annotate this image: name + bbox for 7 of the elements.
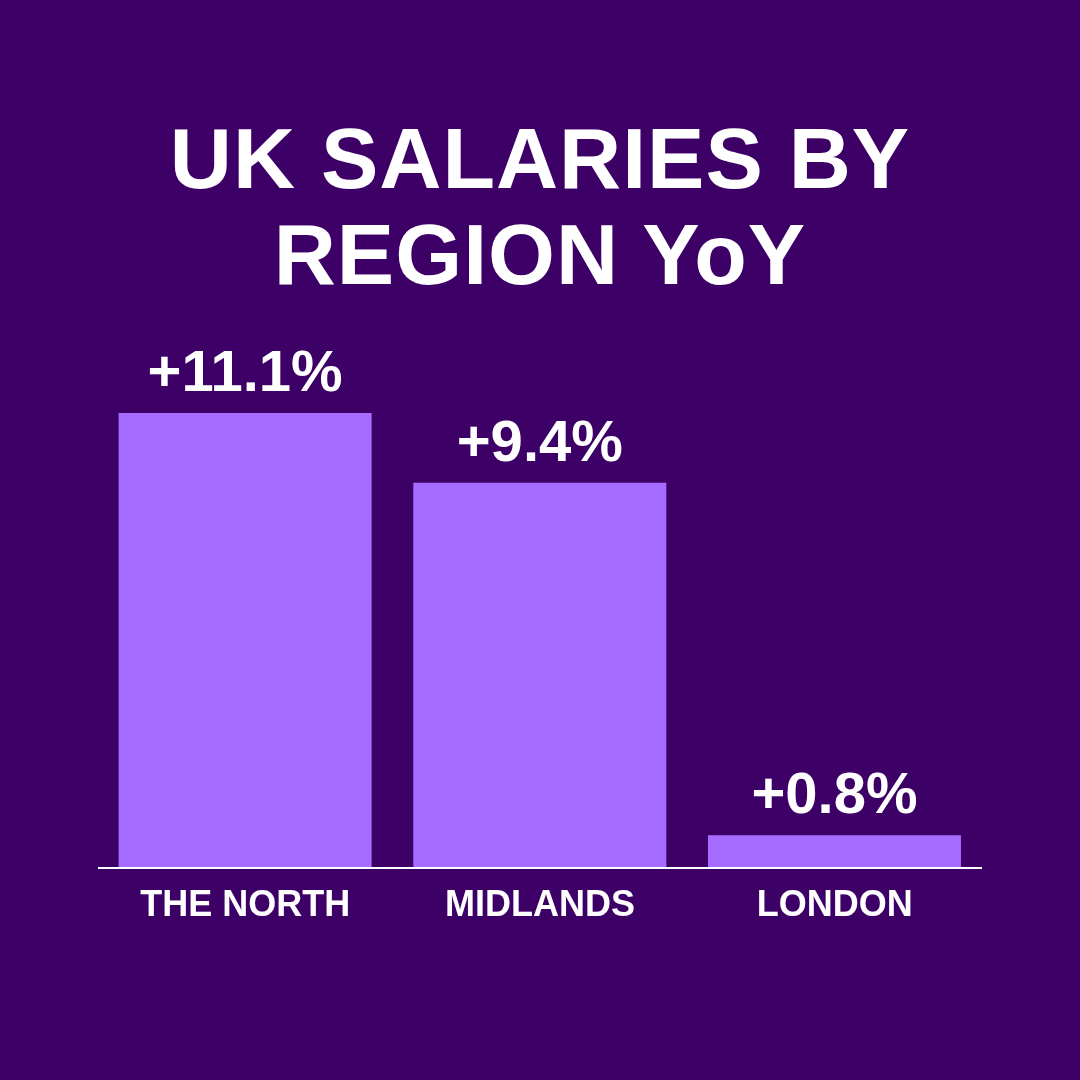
data-label: +9.4% [456, 407, 623, 473]
x-tick-label: THE NORTH [140, 882, 351, 924]
x-tick-label: LONDON [756, 882, 913, 924]
data-label: +0.8% [751, 760, 918, 826]
data-label: +11.1% [147, 338, 343, 403]
x-tick-label: MIDLANDS [445, 882, 635, 924]
chart-title: UK SALARIES BY REGION YoY [168, 110, 912, 302]
